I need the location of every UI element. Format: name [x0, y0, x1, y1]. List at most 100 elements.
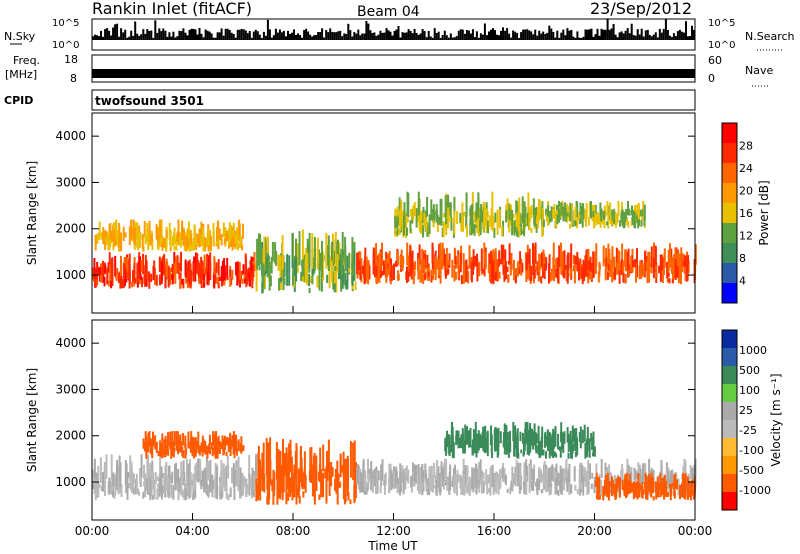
heatmap-cell: [226, 230, 228, 242]
heatmap-cell: [445, 440, 447, 456]
heatmap-cell: [596, 477, 599, 494]
heatmap-cell: [104, 469, 106, 497]
nsky-bar: [297, 33, 299, 40]
heatmap-cell: [584, 442, 587, 459]
heatmap-cell: [191, 442, 194, 454]
power-colorbar-swatch: [722, 203, 737, 224]
heatmap-cell: [542, 219, 545, 227]
heatmap-cell: [475, 446, 478, 458]
heatmap-cell: [375, 243, 378, 267]
heatmap-cell: [554, 441, 557, 447]
heatmap-cell: [328, 256, 331, 289]
nsky-tick-bottom: 10^0: [52, 40, 79, 51]
heatmap-cell: [462, 271, 465, 284]
heatmap-cell: [331, 243, 334, 277]
nsky-bar: [293, 29, 295, 40]
heatmap-cell: [300, 272, 303, 282]
power-ytick-label: 3000: [55, 175, 86, 189]
heatmap-cell: [534, 432, 537, 451]
heatmap-cell: [490, 434, 493, 452]
heatmap-cell: [135, 474, 138, 495]
heatmap-cell: [279, 255, 281, 266]
heatmap-cell: [463, 212, 466, 217]
heatmap-cell: [609, 216, 612, 224]
heatmap-cell: [330, 462, 333, 487]
heatmap-cell: [142, 438, 145, 449]
heatmap-cell: [494, 248, 497, 272]
nsearch-label: N.Search: [745, 30, 795, 43]
heatmap-cell: [261, 480, 264, 485]
heatmap-cell: [179, 272, 182, 279]
heatmap-cell: [531, 474, 534, 486]
heatmap-cell: [486, 449, 489, 457]
heatmap-cell: [255, 454, 257, 478]
heatmap-cell: [195, 244, 198, 251]
heatmap-cell: [682, 475, 685, 493]
nsky-bar: [662, 28, 665, 40]
heatmap-cell: [453, 247, 456, 264]
heatmap-cell: [206, 484, 209, 495]
nsky-bar: [100, 31, 102, 40]
heatmap-cell: [155, 448, 158, 453]
heatmap-cell: [625, 208, 628, 219]
heatmap-cell: [326, 274, 329, 283]
heatmap-cell: [691, 467, 694, 487]
heatmap-cell: [189, 473, 192, 498]
nsky-bar: [685, 21, 687, 40]
heatmap-cell: [92, 267, 95, 281]
heatmap-cell: [637, 462, 640, 483]
heatmap-cell: [238, 262, 241, 276]
heatmap-cell: [504, 250, 507, 273]
heatmap-cell: [239, 235, 242, 249]
heatmap-cell: [125, 463, 128, 484]
heatmap-cell: [533, 423, 536, 446]
heatmap-cell: [625, 249, 627, 272]
heatmap-cell: [380, 464, 383, 487]
heatmap-cell: [473, 224, 476, 236]
heatmap-cell: [460, 219, 463, 232]
heatmap-cell: [648, 251, 651, 272]
heatmap-cell: [538, 466, 541, 480]
nsky-bar: [262, 31, 265, 40]
nsky-bar: [498, 35, 500, 40]
heatmap-cell: [520, 215, 523, 221]
heatmap-cell: [598, 261, 601, 277]
heatmap-cell: [588, 440, 591, 458]
nsky-bar: [473, 37, 476, 40]
heatmap-cell: [676, 266, 679, 278]
heatmap-cell: [94, 267, 97, 289]
nsky-bar: [329, 28, 332, 40]
heatmap-cell: [242, 445, 245, 451]
heatmap-cell: [534, 242, 537, 264]
heatmap-cell: [211, 474, 214, 498]
heatmap-cell: [116, 229, 119, 245]
heatmap-cell: [557, 265, 560, 283]
power-colorbar-tick: 28: [739, 140, 753, 153]
heatmap-cell: [356, 252, 359, 274]
heatmap-cell: [226, 436, 229, 446]
heatmap-cell: [132, 483, 135, 489]
heatmap-cell: [330, 260, 333, 283]
nsky-bar: [554, 37, 557, 40]
nsky-bar: [337, 31, 340, 40]
heatmap-cell: [505, 424, 508, 446]
heatmap-cell: [459, 437, 462, 448]
heatmap-cell: [318, 249, 320, 266]
nsky-bar: [242, 29, 245, 40]
heatmap-cell: [451, 480, 454, 487]
heatmap-cell: [182, 433, 185, 446]
heatmap-cell: [515, 268, 518, 277]
nsky-bar: [596, 28, 599, 40]
heatmap-cell: [271, 241, 274, 262]
heatmap-cell: [576, 214, 579, 229]
nsky-bar: [190, 28, 193, 40]
heatmap-cell: [687, 487, 689, 500]
heatmap-cell: [393, 266, 395, 275]
heatmap-cell: [497, 473, 500, 495]
heatmap-cell: [508, 208, 511, 221]
nsky-bar: [254, 29, 257, 40]
heatmap-cell: [219, 477, 221, 482]
nsky-bar: [483, 23, 486, 40]
nsky-bar: [417, 34, 420, 40]
heatmap-cell: [432, 266, 435, 280]
